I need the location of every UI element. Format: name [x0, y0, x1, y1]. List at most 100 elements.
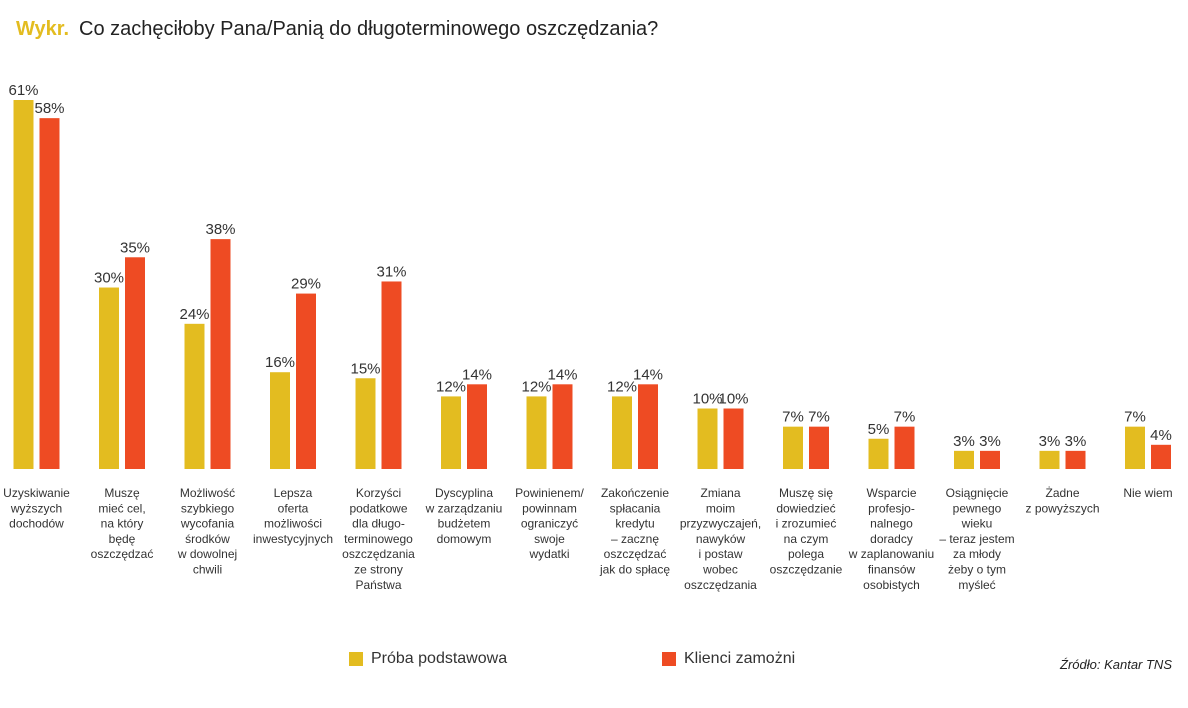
data-label-series-2-cat-3: 38% [205, 221, 235, 238]
title-prefix: Wykr. [16, 18, 69, 40]
category-label-line: Muszę [104, 486, 140, 500]
category-label-14: Nie wiem [1123, 486, 1172, 500]
category-label-line: dla długo- [352, 517, 405, 531]
category-label-line: nawyków [696, 532, 746, 546]
bar-series-1-cat-12 [954, 450, 974, 469]
data-label-series-1-cat-3: 24% [179, 306, 209, 323]
category-label-line: myśleć [958, 578, 995, 592]
category-label-line: kredytu [615, 517, 654, 531]
bar-series-1-cat-10 [783, 426, 803, 469]
category-label-line: Żadne [1045, 486, 1079, 500]
bar-series-2-cat-12 [980, 450, 1000, 469]
bar-series-1-cat-14 [1125, 426, 1145, 469]
category-label-line: profesjo- [868, 501, 915, 515]
bar-series-2-cat-1 [39, 118, 60, 470]
category-label-line: Wsparcie [866, 486, 916, 500]
category-label-line: dowiedzieć [776, 501, 835, 515]
bar-series-2-cat-5 [381, 281, 402, 469]
category-label-line: szybkiego [181, 501, 235, 515]
category-label-line: Możliwość [180, 486, 235, 500]
category-label-line: chwili [193, 563, 222, 577]
category-label-line: Korzyści [356, 486, 401, 500]
data-label-series-1-cat-11: 5% [868, 421, 890, 438]
bar-series-1-cat-2 [99, 287, 119, 469]
category-label-line: ze strony [354, 563, 403, 577]
bar-series-1-cat-4 [270, 372, 290, 469]
category-label-4: Lepsza oferta możliwości inwestycyjnych [253, 486, 333, 546]
category-label-line: wobec [702, 563, 738, 577]
data-label-series-1-cat-13: 3% [1039, 433, 1061, 450]
category-label-line: jak do spłacę [599, 563, 670, 577]
legend-item-series-1: Próba podstawowa [349, 650, 507, 668]
bar-series-2-cat-10 [809, 426, 829, 469]
category-label-line: pewnego [953, 501, 1002, 515]
category-label-line: swoje [534, 532, 565, 546]
category-label-line: w zarządzaniu [425, 501, 503, 515]
data-label-series-1-cat-14: 7% [1124, 409, 1146, 426]
category-label-1: Uzyskiwanie wyższych dochodów [3, 486, 70, 531]
category-label-3: Możliwość szybkiego wycofania środków w dowo… [177, 486, 237, 577]
bar-series-1-cat-1 [13, 100, 34, 469]
bar-series-2-cat-2 [125, 257, 145, 469]
category-label-line: Powinienem/ [515, 486, 584, 500]
bar-series-1-cat-3 [184, 323, 205, 469]
bar-series-1-cat-13 [1039, 450, 1060, 469]
category-label-line: Nie wiem [1123, 486, 1172, 500]
bar-series-2-cat-13 [1065, 450, 1086, 469]
category-label-line: za młody [953, 547, 1001, 561]
data-label-series-2-cat-12: 3% [979, 433, 1001, 450]
category-label-line: Lepsza [274, 486, 313, 500]
category-label-line: wydatki [528, 547, 569, 561]
source-note: Źródło: Kantar TNS [1060, 657, 1172, 672]
data-label-series-1-cat-1: 61% [8, 82, 38, 99]
data-label-series-2-cat-13: 3% [1065, 433, 1087, 450]
data-label-series-1-cat-6: 12% [436, 378, 466, 395]
category-label-2: Muszę mieć cel, na który będę oszczędzać [91, 486, 154, 561]
category-label-line: – teraz jestem [939, 532, 1014, 546]
data-label-series-2-cat-7: 14% [547, 366, 577, 383]
data-label-series-2-cat-8: 14% [633, 366, 663, 383]
category-label-13: Żadne z powyższych [1025, 486, 1099, 515]
category-label-line: z powyższych [1025, 501, 1099, 515]
category-label-line: nalnego [870, 517, 913, 531]
category-label-line: oszczędzania [684, 578, 757, 592]
category-label-line: w zaplanowaniu [848, 547, 934, 561]
data-label-series-2-cat-4: 29% [291, 276, 321, 293]
legend-swatch-series-2 [662, 652, 676, 666]
bar-series-1-cat-7 [526, 396, 547, 469]
data-label-series-1-cat-5: 15% [350, 360, 380, 377]
data-label-series-2-cat-9: 10% [718, 391, 748, 408]
category-label-line: Uzyskiwanie [3, 486, 70, 500]
category-label-line: Zakończenie [601, 486, 669, 500]
category-label-line: Państwa [355, 578, 401, 592]
title-text: Co zachęciłoby Pana/Panią do długotermin… [79, 18, 659, 40]
data-label-series-2-cat-1: 58% [34, 100, 64, 117]
data-label-series-1-cat-4: 16% [265, 354, 295, 371]
category-label-line: finansów [868, 563, 916, 577]
category-label-line: powinnam [522, 501, 577, 515]
category-label-6: Dyscyplina w zarządzaniu budżetem domowym [425, 486, 503, 546]
category-label-12: Osiągnięcie pewnego wieku – teraz jestem za … [939, 486, 1014, 592]
category-label-line: dochodów [9, 517, 64, 531]
bar-series-1-cat-11 [868, 438, 889, 469]
category-label-line: środków [185, 532, 230, 546]
category-label-line: oszczędzać [91, 547, 154, 561]
category-label-line: Osiągnięcie [946, 486, 1009, 500]
data-label-series-2-cat-14: 4% [1150, 427, 1172, 444]
bar-series-1-cat-5 [355, 378, 376, 469]
bar-series-2-cat-4 [296, 293, 316, 469]
category-label-line: Dyscyplina [435, 486, 493, 500]
bar-series-1-cat-9 [697, 408, 718, 469]
category-label-line: na który [101, 517, 144, 531]
category-label-line: wyższych [10, 501, 62, 515]
data-label-series-1-cat-7: 12% [521, 378, 551, 395]
category-label-line: i postaw [698, 547, 742, 561]
category-label-line: wieku [961, 517, 993, 531]
bar-series-2-cat-7 [552, 384, 573, 469]
category-label-line: domowym [437, 532, 492, 546]
category-label-7: Powinienem/powinnam ograniczyć swoje wydatk… [515, 486, 584, 561]
chart-title: Wykr. Co zachęciłoby Pana/Panią do długot… [16, 18, 658, 41]
category-label-line: polega [788, 547, 824, 561]
legend-item-series-2: Klienci zamożni [662, 650, 795, 668]
category-label-line: inwestycyjnych [253, 532, 333, 546]
